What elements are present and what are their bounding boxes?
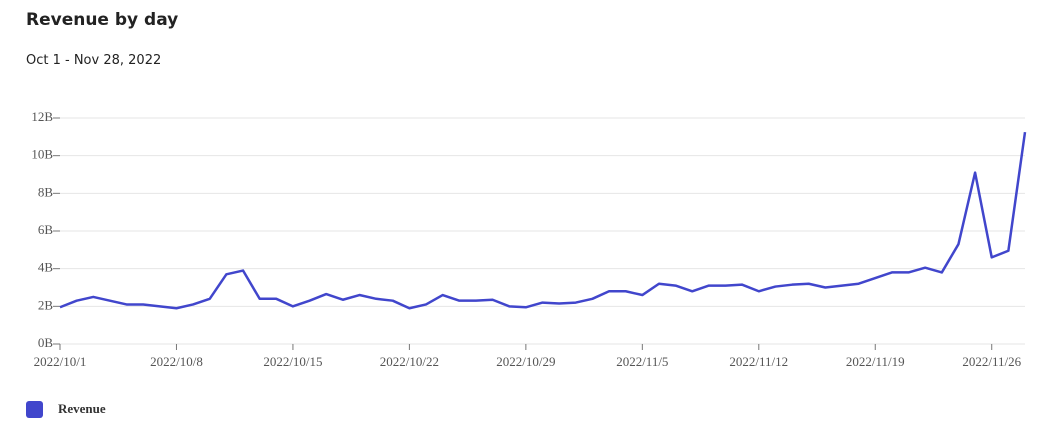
y-tick-label: 12B [31, 109, 53, 124]
y-tick-label: 10B [31, 147, 53, 162]
x-tick-label: 2022/10/29 [496, 354, 555, 369]
line [59, 131, 1027, 310]
x-tick-label: 2022/11/26 [962, 354, 1021, 369]
x-tick-label: 2022/10/8 [150, 354, 203, 369]
y-tick-label: 6B [38, 222, 54, 237]
y-tick-label: 2B [38, 297, 54, 312]
y-tick-label: 8B [38, 184, 54, 199]
y-tick-label: 4B [38, 260, 54, 275]
x-tick-label: 2022/10/1 [34, 354, 87, 369]
x-tick-label: 2022/10/22 [380, 354, 439, 369]
y-tick-label: 0B [38, 335, 54, 350]
x-tick-label: 2022/10/15 [263, 354, 322, 369]
legend-label: Revenue [58, 401, 106, 416]
x-tick-label: 2022/11/5 [616, 354, 668, 369]
chart-subtitle: Oct 1 - Nov 28, 2022 [26, 53, 161, 68]
chart-title: Revenue by day [26, 10, 178, 30]
legend-swatch [26, 401, 43, 418]
x-tick-label: 2022/11/19 [846, 354, 905, 369]
x-tick-label: 2022/11/12 [729, 354, 788, 369]
